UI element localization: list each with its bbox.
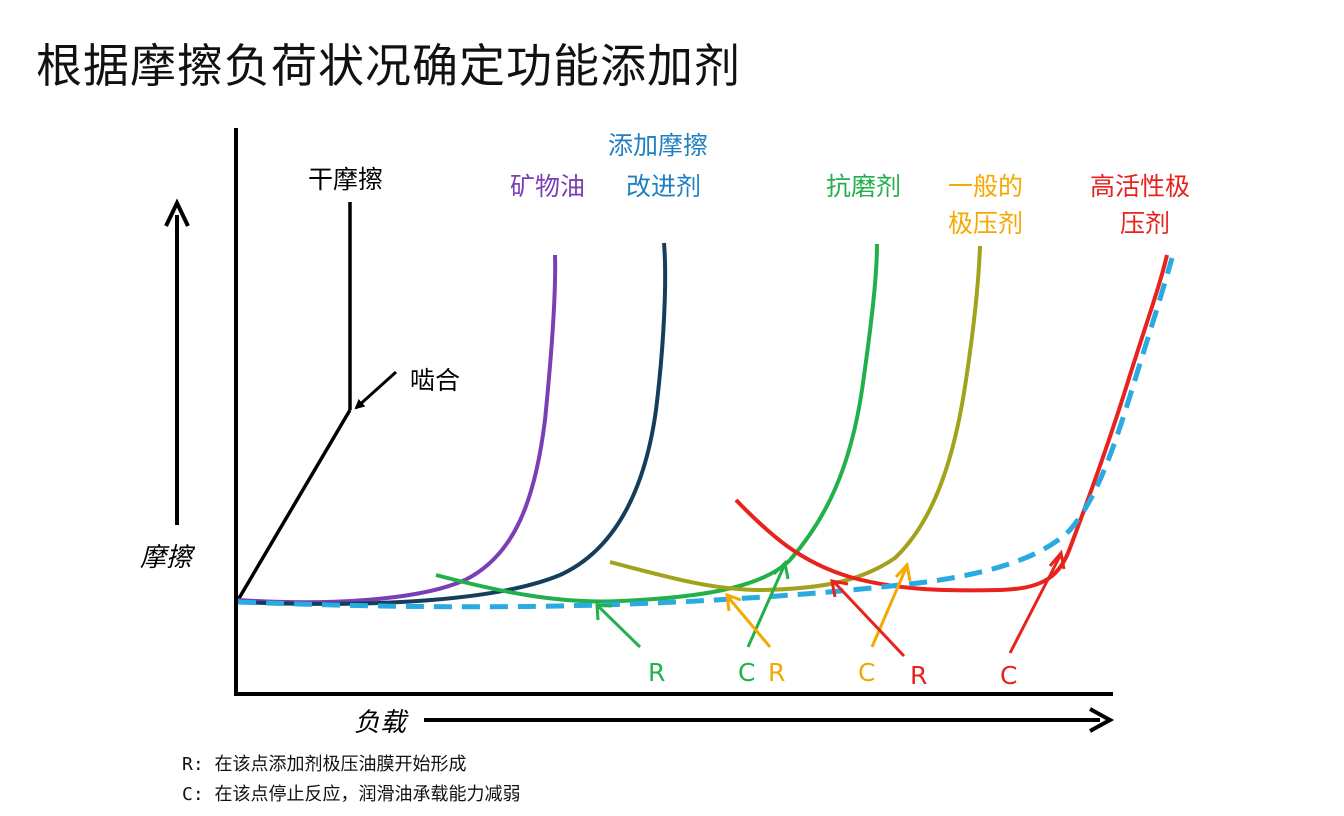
page-title: 根据摩擦负荷状况确定功能添加剂 bbox=[36, 39, 741, 93]
yellow-c-arrowhead bbox=[894, 561, 912, 582]
high-active-ep-label-line2: 压剂 bbox=[1120, 209, 1170, 238]
y-axis-label: 摩擦 bbox=[140, 543, 196, 573]
envelope-dashed-curve bbox=[237, 257, 1175, 610]
x-axis-label: 负载 bbox=[354, 708, 409, 738]
seizure-arrow bbox=[354, 370, 398, 410]
legend-note-c: C: 在该点停止反应，润滑油承载能力减弱 bbox=[182, 784, 521, 805]
yellow-c-label: C bbox=[858, 658, 875, 687]
red-c-arrowhead bbox=[1048, 549, 1066, 570]
high-active-ep-label-line1: 高活性极 bbox=[1090, 172, 1190, 201]
red-c-label: C bbox=[1000, 661, 1017, 690]
green-r-label: R bbox=[648, 658, 665, 687]
red-r-arrow bbox=[832, 580, 906, 658]
antiwear-curve bbox=[435, 243, 879, 604]
general-ep-label-line2: 极压剂 bbox=[948, 209, 1023, 238]
yellow-r-arrowhead bbox=[725, 592, 742, 612]
red-r-label: R bbox=[910, 661, 927, 690]
red-r-arrowhead bbox=[830, 579, 849, 598]
y-direction-arrowhead bbox=[164, 198, 190, 227]
antiwear-label: 抗磨剂 bbox=[826, 172, 901, 201]
general-ep-curve bbox=[609, 245, 982, 593]
dry-friction-line bbox=[236, 409, 352, 601]
friction-modifier-curve bbox=[237, 242, 668, 606]
friction-modifier-label-line1: 添加摩擦 bbox=[608, 131, 708, 160]
general-ep-label-line1: 一般的 bbox=[948, 172, 1023, 201]
seizure-label: 啮合 bbox=[410, 366, 460, 395]
green-r-arrow bbox=[596, 604, 642, 649]
dry-friction-label: 干摩擦 bbox=[308, 165, 383, 194]
legend-note-r: R: 在该点添加剂极压油膜开始形成 bbox=[182, 754, 467, 775]
high-active-ep-curve bbox=[734, 254, 1169, 593]
green-c-arrowhead bbox=[772, 559, 790, 580]
x-direction-arrowhead bbox=[1089, 707, 1115, 733]
mineral-oil-curve bbox=[237, 254, 558, 605]
green-c-label: C bbox=[738, 658, 755, 687]
green-r-arrowhead bbox=[595, 603, 613, 621]
yellow-c-arrow bbox=[870, 567, 908, 648]
red-c-arrow bbox=[1008, 555, 1062, 654]
green-c-arrow bbox=[746, 565, 786, 648]
friction-modifier-label-line2: 改进剂 bbox=[626, 172, 701, 201]
yellow-r-label: R bbox=[768, 658, 785, 687]
yellow-r-arrow bbox=[726, 596, 772, 648]
mineral-oil-label: 矿物油 bbox=[510, 172, 585, 201]
